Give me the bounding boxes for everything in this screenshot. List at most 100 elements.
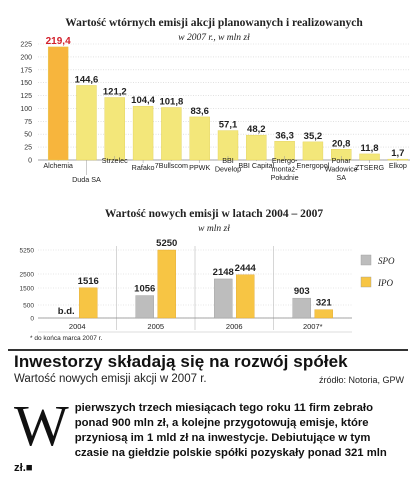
bar-ipo [79, 287, 98, 319]
secondary-issues-chart: Wartość wtórnych emisji akcji planowanyc… [20, 17, 410, 184]
bar-ipo [157, 249, 176, 319]
bar [104, 97, 125, 161]
category-label: Duda SA [72, 175, 101, 184]
value-label: 5250 [156, 238, 177, 249]
legend-label: IPO [377, 278, 393, 288]
value-label: 36,3 [275, 130, 294, 141]
category-label: Rafako [132, 163, 155, 172]
category-label-line: Południe [271, 173, 299, 182]
article-subheadline: Wartość nowych emisji akcji w 2007 r. [14, 373, 207, 385]
category-label: 2005 [147, 322, 164, 331]
category-label-line: Energopol [297, 161, 330, 170]
category-label-line: montaż- [272, 165, 299, 174]
value-label: 20,8 [332, 138, 351, 149]
bar [189, 116, 210, 161]
chart-subtitle: w mln zł [198, 224, 230, 234]
bar-ipo [236, 274, 255, 319]
bar-spo [214, 278, 233, 319]
category-label: Elkop [389, 161, 407, 170]
article-body-text: pierwszych trzech miesiącach tego roku 1… [14, 402, 387, 474]
category-label-line: Ponar [332, 156, 352, 165]
article-source: źródło: Notoria, GPW [318, 375, 404, 385]
category-label: 2007* [303, 322, 323, 331]
bar-ipo [314, 309, 333, 319]
value-label: 83,6 [190, 106, 209, 117]
y-tick-label: 175 [20, 67, 32, 74]
bar [161, 107, 182, 161]
category-label-line: BBI Capital [238, 161, 274, 170]
y-tick-label: 75 [24, 119, 32, 126]
y-tick-label: 500 [23, 303, 34, 310]
category-label: Energopol [297, 161, 330, 170]
bar [359, 153, 380, 161]
value-label: 903 [294, 286, 310, 297]
value-label: 1056 [134, 284, 155, 295]
drop-cap: W [14, 393, 69, 458]
category-label: Energo-montaż-Południe [271, 156, 299, 182]
y-tick-label: 150 [20, 80, 32, 87]
value-label: 2444 [235, 263, 257, 274]
chart-footnote: * do końca marca 2007 r. [30, 335, 102, 342]
y-tick-label: 200 [20, 54, 32, 61]
value-label: 104,4 [131, 95, 155, 106]
legend-swatch [360, 254, 372, 266]
y-tick-label: 225 [20, 42, 32, 49]
category-label-line: Elkop [389, 161, 407, 170]
value-label: 1,7 [391, 148, 404, 159]
bar [47, 46, 69, 161]
category-label-line: PPWK [189, 163, 210, 172]
article-headline: Inwestorzy składają się na rozwój spółek [14, 352, 348, 371]
bar [132, 105, 154, 161]
legend-swatch [360, 276, 372, 288]
category-label-line: Alchemia [43, 161, 73, 170]
legend-label: SPO [378, 256, 395, 266]
headline-rule [8, 349, 408, 351]
value-label: 11,8 [361, 143, 379, 154]
category-label: 2004 [69, 322, 86, 331]
value-label: b.d. [58, 306, 75, 317]
category-label: Alchemia [43, 161, 73, 170]
category-label-line: ZTSERG [355, 163, 385, 172]
chart-subtitle: w 2007 r., w mln zł [178, 33, 250, 43]
bar [76, 85, 97, 161]
category-label: ZTSERG [355, 163, 385, 172]
value-label: 35,2 [304, 131, 323, 142]
value-label: 2148 [213, 267, 234, 278]
value-label: 144,6 [75, 74, 99, 85]
y-tick-label: 50 [24, 132, 32, 139]
y-tick-label: 0 [30, 316, 34, 323]
category-label-line: Duda SA [72, 175, 101, 184]
y-tick-label: 5250 [20, 248, 35, 255]
value-label: 48,2 [247, 124, 266, 135]
category-label-line: Rafako [132, 163, 155, 172]
chart-title: Wartość nowych emisji w latach 2004 – 20… [105, 208, 323, 220]
category-label-line: SA [336, 173, 346, 182]
category-label-line: Energo- [272, 156, 298, 165]
category-label: PPWK [189, 163, 210, 172]
y-tick-label: 2500 [20, 272, 35, 279]
category-label: BBI Capital [238, 161, 274, 170]
value-label: 321 [316, 298, 333, 309]
bar-spo [292, 297, 311, 319]
bar [246, 134, 267, 161]
category-label: BBI Develop [215, 156, 241, 174]
y-tick-label: 1500 [20, 286, 35, 293]
bar-spo [135, 295, 154, 319]
y-tick-label: 125 [20, 93, 32, 100]
y-tick-label: 100 [20, 106, 32, 113]
charts-canvas: Wartość wtórnych emisji akcji planowanyc… [20, 17, 410, 342]
value-label: 219,4 [46, 36, 71, 47]
category-label-line: BBI [222, 156, 234, 165]
category-label-line: Develop [215, 165, 241, 174]
bar [302, 141, 324, 161]
bar [387, 158, 409, 161]
value-label: 1516 [78, 276, 99, 287]
value-label: 121,2 [103, 87, 127, 98]
value-label: 57,1 [219, 120, 238, 131]
category-label-line: 7Bullscom [155, 161, 188, 170]
category-label: Strzelec [102, 156, 128, 165]
category-label: 7Bullscom [155, 161, 188, 170]
y-tick-label: 0 [28, 158, 32, 165]
category-label: 2006 [226, 322, 243, 331]
